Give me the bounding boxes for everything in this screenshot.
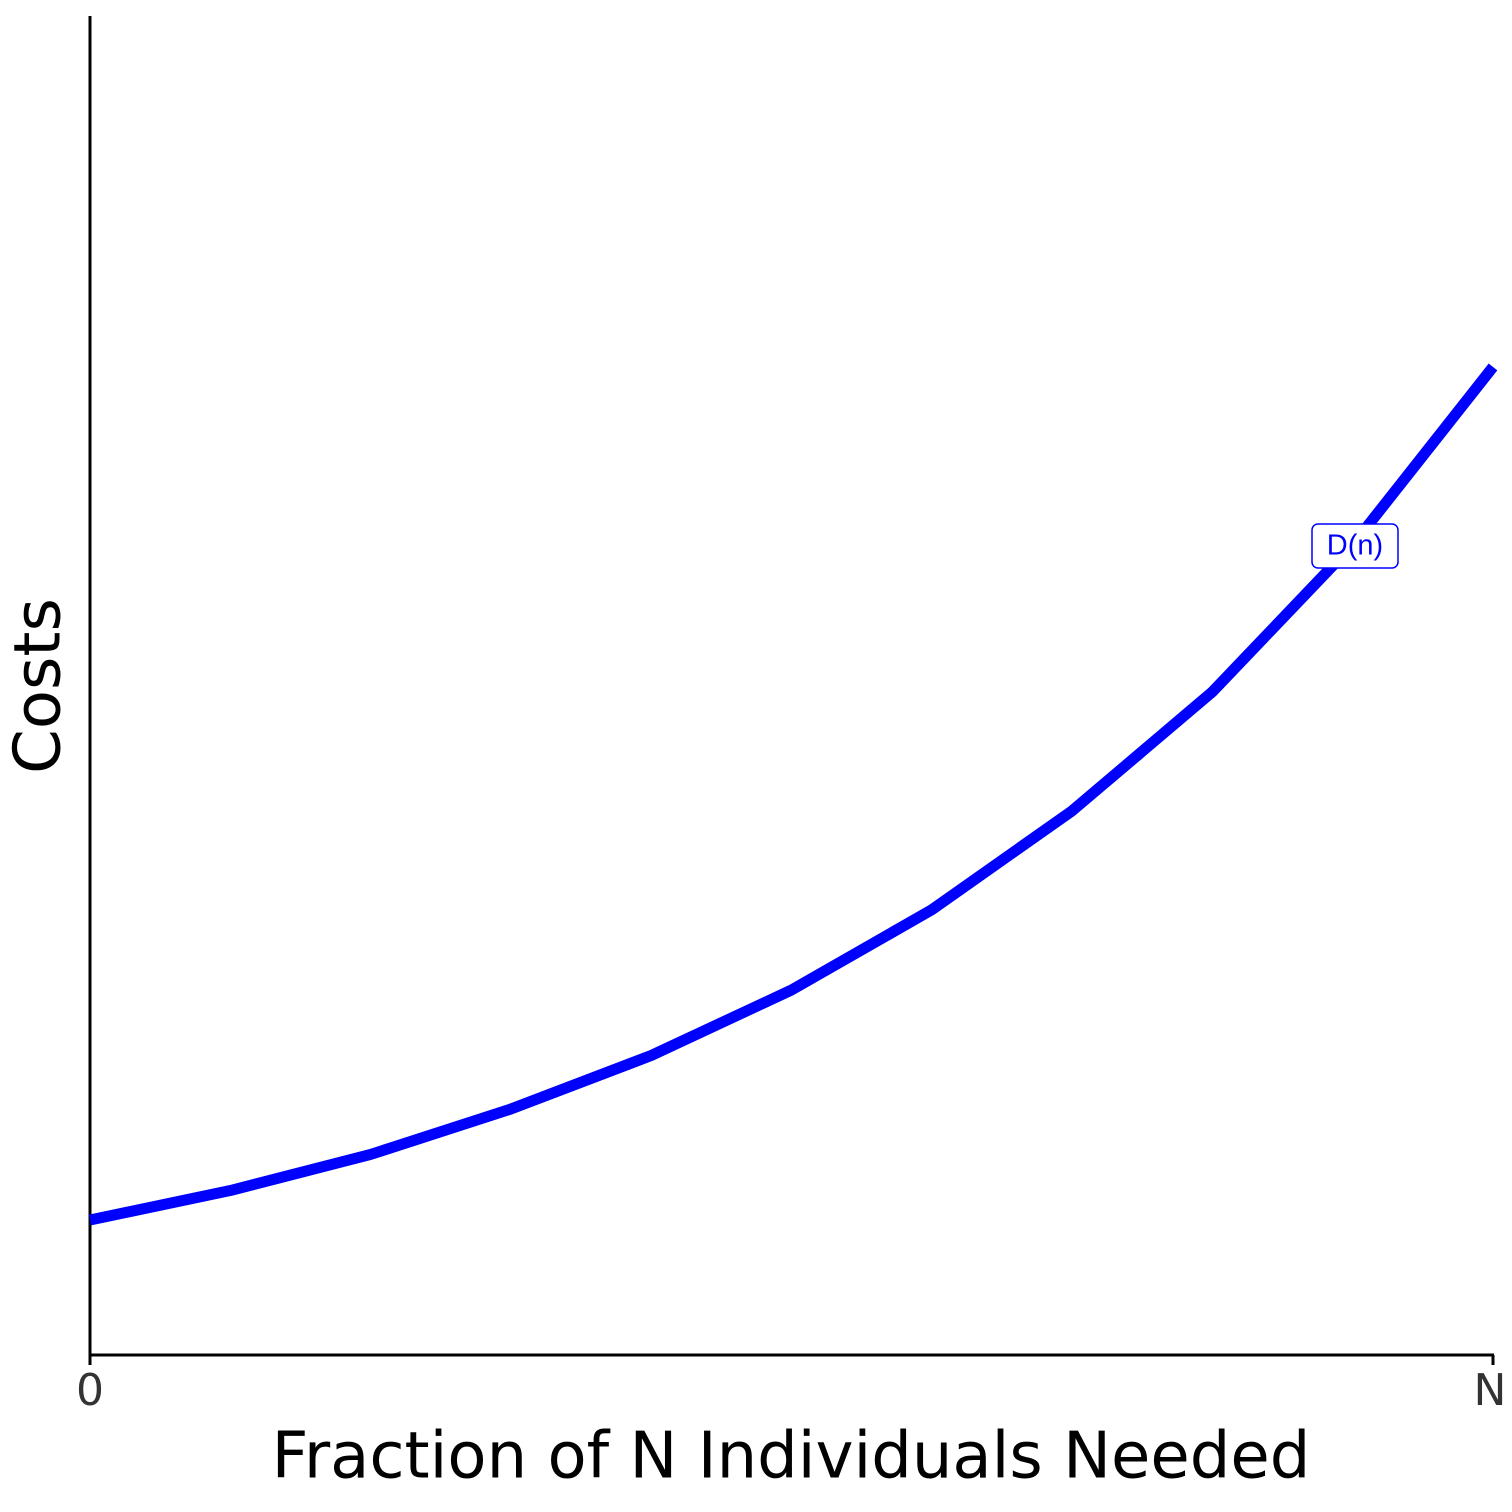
- y-axis-title: Costs: [2, 598, 76, 774]
- x-tick-label: N: [1474, 1365, 1507, 1416]
- x-axis-title: Fraction of N Individuals Needed: [272, 1420, 1311, 1494]
- x-tick-label: 0: [76, 1365, 104, 1416]
- series-label: D(n): [1327, 530, 1383, 562]
- line-series: [88, 363, 1498, 1226]
- series-label-box: [1311, 523, 1399, 569]
